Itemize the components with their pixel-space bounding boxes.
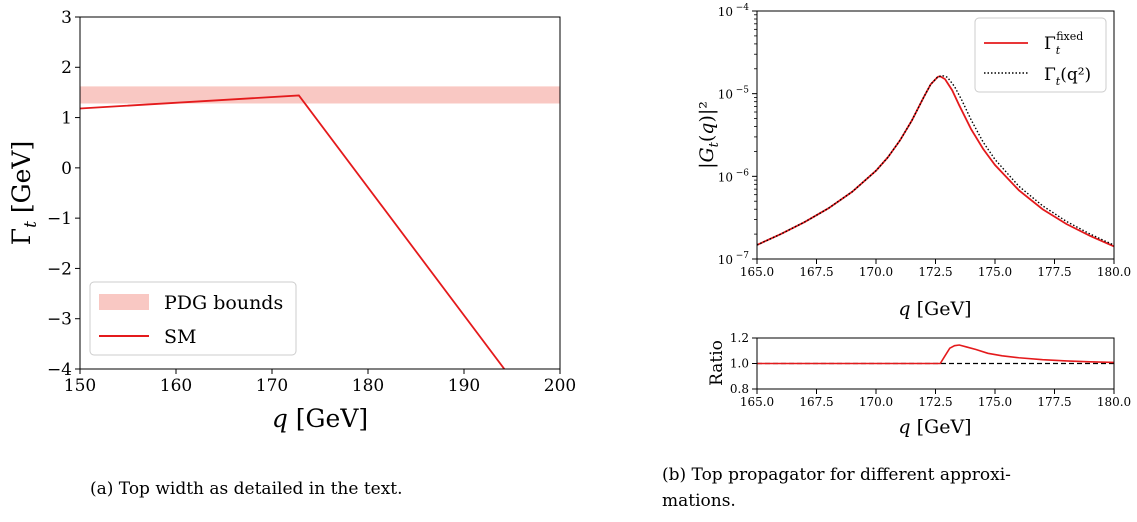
b-ytick-label-2: 10 [718, 88, 733, 102]
a-ytick-label-7: 3 [61, 8, 72, 28]
b-xtick-label-5: 177.5 [1037, 265, 1071, 279]
b-ytick-label-0: 10 [718, 253, 733, 267]
a-ytick-label-3: −1 [47, 209, 72, 229]
legend-label-sm: SM [164, 326, 196, 348]
legend-a: PDG bounds SM [89, 281, 297, 356]
b-xtick-label-1: 167.5 [799, 265, 833, 279]
a-xtick-label-1: 160 [160, 376, 192, 396]
caption-a: (a) Top width as detailed in the text. [90, 479, 403, 499]
a-xtick-label-3: 180 [352, 376, 384, 396]
c-xtick-label-2: 170.0 [859, 395, 893, 409]
b-ytick-label-1: 10 [718, 170, 733, 184]
a-ytick-label-0: −4 [47, 360, 72, 380]
legend-swatch-pdg [99, 294, 149, 310]
pdg-band [80, 86, 560, 104]
caption-b-line2: mations. [662, 491, 736, 511]
x-axis-label-a: q [GeV] [272, 404, 368, 433]
x-axis-label-ratio: q [GeV] [898, 416, 971, 438]
legend-box-b [974, 17, 1107, 93]
legend-label-running: Γt(q²) [1044, 65, 1091, 88]
c-ytick-label-2: 1.2 [730, 331, 749, 345]
a-xtick-label-2: 170 [256, 376, 288, 396]
sm-line-layer [80, 94, 506, 369]
a-ytick-label-2: −2 [47, 259, 72, 279]
legend-b: Γtfixed Γt(q²) [974, 17, 1107, 93]
b-xtick-label-0: 165.0 [740, 265, 774, 279]
series-line-ratio [757, 344, 1114, 365]
legend-label-fixed: Γtfixed [1044, 30, 1083, 57]
series-line-sm [80, 94, 506, 369]
ratio-lines-layer [757, 344, 1114, 365]
a-xtick-label-0: 150 [64, 376, 96, 396]
c-xtick-label-0: 165.0 [740, 395, 774, 409]
c-xtick-label-5: 177.5 [1037, 395, 1071, 409]
y-axis-label-a: Γt [GeV] [7, 141, 41, 245]
a-ytick-label-5: 1 [61, 109, 72, 129]
x-ticks-ratio: 165.0 167.5 170.0 172.5 175.0 177.5 180.0 [740, 389, 1131, 409]
y-ticks-a: −4 −3 −2 −1 0 1 2 3 [47, 8, 80, 380]
b-ytick-exp-1: −6 [736, 168, 750, 178]
b-xtick-label-3: 172.5 [918, 265, 952, 279]
legend-label-pdg: PDG bounds [164, 292, 283, 314]
a-ytick-label-1: −3 [47, 310, 72, 330]
b-xtick-label-6: 180.0 [1097, 265, 1131, 279]
b-xtick-label-4: 175.0 [978, 265, 1012, 279]
plot-frame-a [79, 16, 561, 370]
b-xtick-label-2: 170.0 [859, 265, 893, 279]
series-line-running-width [757, 74, 1114, 246]
chart-b-ratio: 165.0 167.5 170.0 172.5 175.0 177.5 180.0 0.81… [707, 331, 1131, 438]
a-xtick-label-4: 190 [448, 376, 480, 396]
b-ytick-exp-3: −4 [736, 3, 750, 13]
c-xtick-label-4: 175.0 [978, 395, 1012, 409]
propagator-lines-layer [757, 74, 1114, 248]
y-axis-label-ratio: Ratio [707, 340, 727, 386]
x-axis-label-b: q [GeV] [898, 298, 971, 320]
caption-b-line1: (b) Top propagator for different approxi… [662, 465, 1011, 485]
a-ytick-label-4: 0 [61, 159, 72, 179]
x-ticks-b: 165.0 167.5 170.0 172.5 175.0 177.5 180.0 [740, 259, 1131, 279]
c-ytick-label-1: 1.0 [730, 357, 749, 371]
b-ytick-exp-2: −5 [736, 86, 750, 96]
x-ticks-a: 150 160 170 180 190 200 [64, 369, 576, 396]
pdg-band-layer [80, 86, 560, 104]
b-ytick-exp-0: −7 [736, 251, 750, 261]
b-ytick-label-3: 10 [718, 5, 733, 19]
chart-b-main: 165.0 167.5 170.0 172.5 175.0 177.5 180.0 10 −7… [696, 3, 1131, 320]
c-xtick-label-1: 167.5 [799, 395, 833, 409]
c-xtick-label-3: 172.5 [918, 395, 952, 409]
series-line-fixed-width [757, 75, 1114, 248]
c-ytick-label-0: 0.8 [730, 382, 749, 396]
y-ticks-ratio: 0.8 1.0 1.2 [730, 331, 757, 396]
y-ticks-b: 10−710−610−510−4 [718, 3, 757, 267]
a-ytick-label-6: 2 [61, 58, 72, 78]
y-axis-label-b: |Gt(q)|² [696, 101, 722, 169]
a-xtick-label-5: 200 [544, 376, 576, 396]
c-xtick-label-6: 180.0 [1097, 395, 1131, 409]
